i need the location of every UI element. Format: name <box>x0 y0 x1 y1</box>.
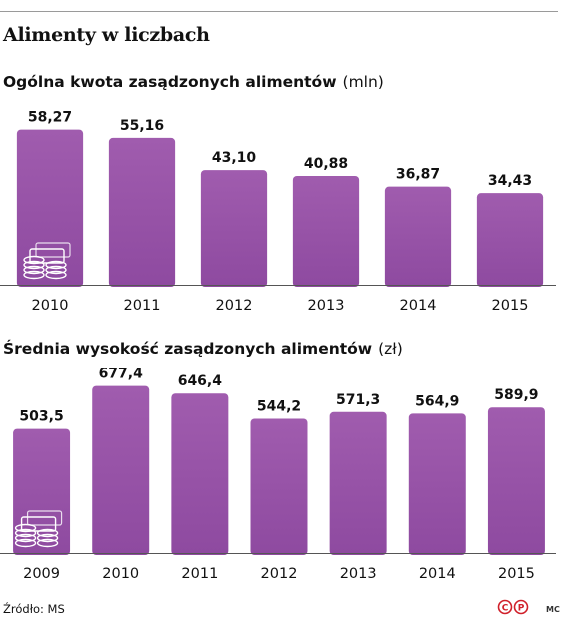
author-initials: MC <box>546 605 560 614</box>
tick-label-2013: 2013 <box>308 298 345 314</box>
tick-label-2015: 2015 <box>492 298 529 314</box>
value-label-2012: 43,10 <box>212 150 257 166</box>
value-label-2013: 571,3 <box>336 392 380 408</box>
value-label-2015: 589,9 <box>494 387 538 403</box>
value-label-2014: 36,87 <box>396 167 440 183</box>
bar-2010 <box>16 129 84 287</box>
bar-2015 <box>487 407 545 555</box>
value-label-2013: 40,88 <box>304 156 348 172</box>
bar-2011 <box>108 137 176 287</box>
value-label-2009: 503,5 <box>19 409 63 425</box>
bar-2011 <box>171 393 229 555</box>
coins-and-banknotes-icon <box>14 510 63 548</box>
tick-label-2014: 2014 <box>419 566 456 582</box>
svg-text:P: P <box>518 604 525 614</box>
bar-2015 <box>476 193 544 287</box>
tick-label-2011: 2011 <box>181 566 218 582</box>
value-label-2010: 677,4 <box>99 368 144 382</box>
copyright-publisher-logo: C P <box>497 599 529 615</box>
chart2-subtitle-text: Średnia wysokość zasądzonych alimentów <box>3 340 373 358</box>
value-label-2015: 34,43 <box>488 173 532 189</box>
money-stack-icon <box>23 242 71 280</box>
bar-2013 <box>292 175 360 287</box>
bar-2010 <box>92 385 150 555</box>
top-rule <box>0 11 558 12</box>
value-label-2014: 564,9 <box>415 393 459 409</box>
tick-label-2015: 2015 <box>498 566 535 582</box>
svg-text:C: C <box>502 604 509 614</box>
tick-label-2010: 2010 <box>32 298 69 314</box>
chart2-subtitle: Średnia wysokość zasądzonych alimentów (z… <box>3 340 403 358</box>
value-label-2011: 646,4 <box>178 373 223 389</box>
bar-2012 <box>200 170 268 287</box>
value-label-2011: 55,16 <box>120 118 164 134</box>
chart2-unit: (zł) <box>378 340 403 358</box>
tick-label-2012: 2012 <box>216 298 253 314</box>
source-note: Źródło: MS <box>3 602 65 616</box>
page-title: Alimenty w liczbach <box>3 24 210 46</box>
tick-label-2011: 2011 <box>124 298 161 314</box>
value-label-2012: 544,2 <box>257 399 301 415</box>
bar-2012 <box>250 418 308 555</box>
value-label-2010: 58,27 <box>28 110 72 126</box>
chart1-unit: (mln) <box>342 73 384 91</box>
chart1-subtitle-text: Ogólna kwota zasądzonych alimentów <box>3 73 337 91</box>
chart-average-alimony: 503,5 2009 677,4 2010 646,4 2011 544,2 2012 571,… <box>0 368 556 582</box>
tick-label-2012: 2012 <box>261 566 298 582</box>
chart1-subtitle: Ogólna kwota zasądzonych alimentów (mln) <box>3 73 384 91</box>
tick-label-2014: 2014 <box>400 298 437 314</box>
tick-label-2010: 2010 <box>102 566 139 582</box>
bar-2014 <box>384 186 452 287</box>
tick-label-2013: 2013 <box>340 566 377 582</box>
chart-total-alimony: 58,27 2010 55,16 2011 43,10 2012 40,88 2013 36,8… <box>0 110 556 314</box>
bar-2014 <box>408 413 466 555</box>
tick-label-2009: 2009 <box>23 566 60 582</box>
bar-2013 <box>329 411 387 555</box>
